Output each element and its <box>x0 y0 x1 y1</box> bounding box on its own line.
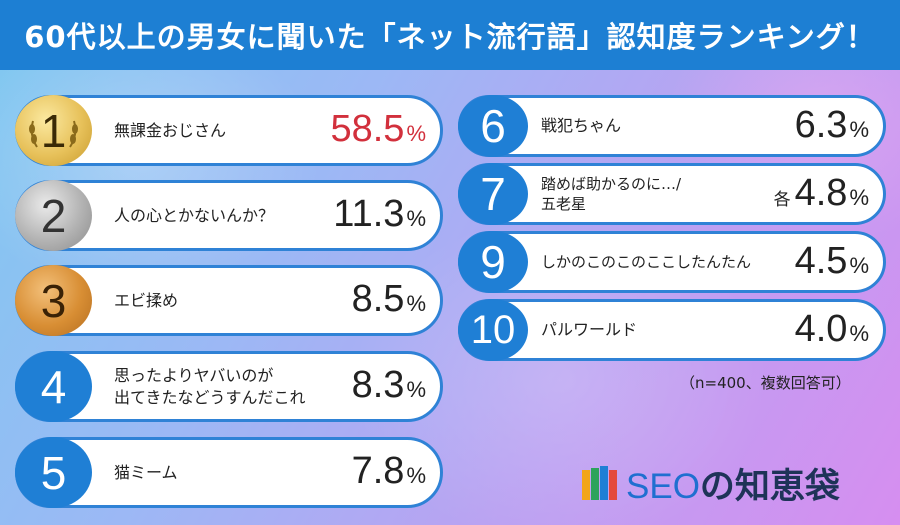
ranking-row-9: 9 しかのこのこのここしたんたん 4.5% <box>458 231 886 293</box>
ranking-label: しかのこのこのここしたんたん <box>541 252 752 271</box>
percent-unit: % <box>406 463 426 488</box>
percent-value: 8.3 <box>351 364 405 406</box>
rank-number: 1 <box>40 104 67 157</box>
ranking-row-10: 10 パルワールド 4.0% <box>458 299 886 361</box>
rank-badge: 4 <box>15 351 92 422</box>
gold-medal-icon: 1 <box>15 95 92 166</box>
ranking-label: 人の心とかないんか？ <box>114 205 275 225</box>
percent-unit: % <box>849 117 869 142</box>
ranking-label: エビ揉め <box>114 290 179 310</box>
rank-number: 7 <box>480 168 506 220</box>
ranking-percent: 58.5% <box>330 98 426 163</box>
percent-unit: % <box>406 206 426 231</box>
ranking-percent: 8.5% <box>352 268 426 333</box>
ranking-row-1: 1 無課金おじさん 58.5% <box>15 95 443 166</box>
ranking-percent: 4.0% <box>795 302 869 358</box>
book-stack-icon <box>582 464 618 504</box>
percent-unit: % <box>406 291 426 316</box>
ranking-row-4: 4 思ったよりヤバいのが 出てきたなどうすんだこれ 8.3% <box>15 351 443 422</box>
logo: SEOの知恵袋 <box>582 458 840 509</box>
ranking-percent: 11.3% <box>333 183 426 248</box>
survey-note: （n=400、複数回答可） <box>680 374 851 392</box>
silver-medal-icon: 2 <box>15 180 92 251</box>
percent-unit: % <box>406 377 426 402</box>
bronze-medal-icon: 3 <box>15 265 92 336</box>
percent-value: 58.5 <box>330 108 405 150</box>
ranking-percent: 各 4.8% <box>774 166 869 222</box>
ranking-label: 猫ミーム <box>114 462 178 482</box>
ranking-row-2: 2 人の心とかないんか？ 11.3% <box>15 180 443 251</box>
ranking-label: 思ったよりヤバいのが 出てきたなどうすんだこれ <box>114 354 306 419</box>
ranking-label: 戦犯ちゃん <box>541 116 622 136</box>
percent-unit: % <box>849 321 869 346</box>
logo-text: SEOの知恵袋 <box>626 458 840 509</box>
ranking-percent: 7.8% <box>352 440 426 505</box>
percent-unit: % <box>406 121 426 146</box>
ranking-row-6: 6 戦犯ちゃん 6.3% <box>458 95 886 157</box>
percent-unit: % <box>849 253 869 278</box>
rank-number: 4 <box>40 360 67 413</box>
ranking-row-5: 5 猫ミーム 7.8% <box>15 437 443 508</box>
ranking-percent: 4.5% <box>795 234 869 290</box>
rank-badge: 5 <box>15 437 92 508</box>
rank-number: 9 <box>480 236 506 288</box>
label-line: 踏めば助かるのに…/ <box>541 174 682 193</box>
rank-badge: 10 <box>458 299 528 361</box>
ranking-row-7: 7 踏めば助かるのに…/ 五老星 各 4.8% <box>458 163 886 225</box>
tie-label: 各 <box>773 190 791 210</box>
percent-value: 4.0 <box>794 308 848 350</box>
rank-number: 5 <box>40 446 67 499</box>
percent-value: 7.8 <box>351 450 405 492</box>
ranking-label: 踏めば助かるのに…/ 五老星 <box>541 166 681 222</box>
percent-value: 4.8 <box>794 172 848 214</box>
rank-badge: 9 <box>458 231 528 293</box>
label-line: 出てきたなどうすんだこれ <box>114 387 306 407</box>
rank-number: 3 <box>40 274 67 327</box>
rank-badge: 6 <box>458 95 528 157</box>
title-banner: 60代以上の男女に聞いた「ネット流行語」認知度ランキング！ <box>0 0 900 70</box>
percent-unit: % <box>849 185 869 210</box>
percent-value: 11.3 <box>333 193 405 235</box>
page-title: 60代以上の男女に聞いた「ネット流行語」認知度ランキング！ <box>24 20 876 54</box>
ranking-label: 無課金おじさん <box>114 120 227 140</box>
logo-seo: SEO <box>626 467 700 506</box>
rank-number: 10 <box>470 307 516 352</box>
rank-badge: 7 <box>458 163 528 225</box>
label-line: 思ったよりヤバいのが <box>114 365 274 385</box>
ranking-percent: 8.3% <box>352 354 426 419</box>
ranking-label: パルワールド <box>541 320 638 340</box>
ranking-percent: 6.3% <box>795 98 869 154</box>
percent-value: 8.5 <box>351 278 405 320</box>
rank-number: 6 <box>480 100 506 152</box>
label-line: 五老星 <box>541 195 587 213</box>
rank-number: 2 <box>40 189 67 242</box>
percent-value: 4.5 <box>794 240 848 282</box>
ranking-row-3: 3 エビ揉め 8.5% <box>15 265 443 336</box>
percent-value: 6.3 <box>794 104 848 146</box>
logo-rest: の知恵袋 <box>699 467 840 507</box>
laurel-icon <box>29 120 78 148</box>
